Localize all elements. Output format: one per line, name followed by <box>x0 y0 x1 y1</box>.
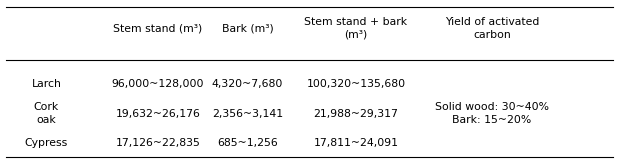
Text: Yield of activated
carbon: Yield of activated carbon <box>445 17 539 40</box>
Text: 21,988~29,317: 21,988~29,317 <box>313 109 399 119</box>
Text: 96,000~128,000: 96,000~128,000 <box>111 79 204 89</box>
Text: Bark (m³): Bark (m³) <box>222 24 274 34</box>
Text: Larch: Larch <box>32 79 61 89</box>
Text: 685~1,256: 685~1,256 <box>217 138 278 148</box>
Text: 4,320~7,680: 4,320~7,680 <box>212 79 284 89</box>
Text: Cypress: Cypress <box>25 138 68 148</box>
Text: 17,811~24,091: 17,811~24,091 <box>313 138 399 148</box>
Text: Solid wood: 30~40%
Bark: 15~20%: Solid wood: 30~40% Bark: 15~20% <box>435 103 549 125</box>
Text: Stem stand (m³): Stem stand (m³) <box>113 24 202 34</box>
Text: 17,126~22,835: 17,126~22,835 <box>115 138 201 148</box>
Text: Stem stand + bark
(m³): Stem stand + bark (m³) <box>305 17 407 40</box>
Text: Cork
oak: Cork oak <box>34 103 59 125</box>
Text: 2,356~3,141: 2,356~3,141 <box>212 109 283 119</box>
Text: 19,632~26,176: 19,632~26,176 <box>115 109 201 119</box>
Text: 100,320~135,680: 100,320~135,680 <box>306 79 405 89</box>
